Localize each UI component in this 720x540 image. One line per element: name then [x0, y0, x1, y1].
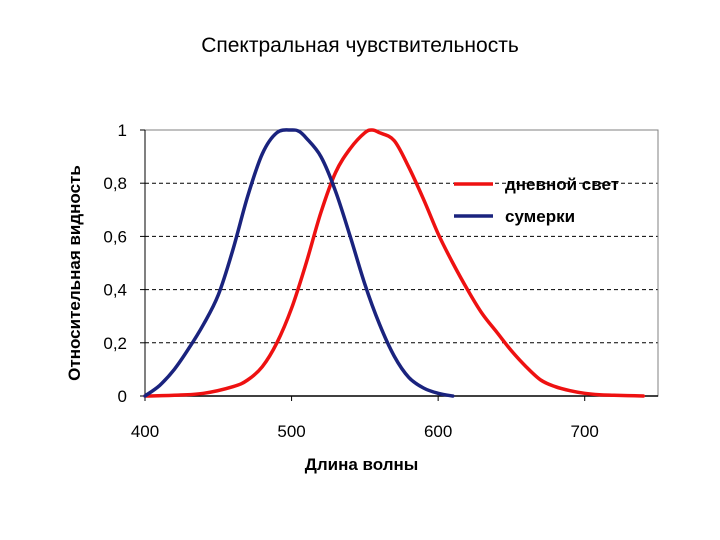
legend-label: дневной свет — [505, 175, 619, 194]
axis-ticks: 0 0,2 0,4 0,6 0,8 1 400 500 600 700 — [103, 121, 599, 441]
gridlines — [145, 182, 658, 344]
page-title: Спектральная чувствительность — [201, 34, 519, 57]
y-tick-label: 0,6 — [103, 227, 127, 246]
plot-area-frame — [144, 129, 659, 397]
y-tick-label: 0 — [118, 387, 127, 406]
series-line-daylight — [143, 128, 646, 398]
legend-label: сумерки — [505, 207, 575, 226]
x-tick-label: 500 — [277, 422, 305, 441]
y-tick-label: 1 — [118, 121, 127, 140]
x-tick-label: 400 — [131, 422, 159, 441]
y-tick-label: 0,4 — [103, 281, 127, 300]
series-layer — [143, 128, 646, 398]
x-tick-label: 600 — [424, 422, 452, 441]
series-line-twilight — [143, 128, 455, 398]
x-axis-title: Длина волны — [305, 455, 419, 474]
x-tick-label: 700 — [571, 422, 599, 441]
y-axis-title: Относительная видность — [65, 165, 84, 381]
y-tick-label: 0,2 — [103, 334, 127, 353]
y-tick-label: 0,8 — [103, 174, 127, 193]
legend: дневной свет сумерки — [454, 175, 619, 226]
